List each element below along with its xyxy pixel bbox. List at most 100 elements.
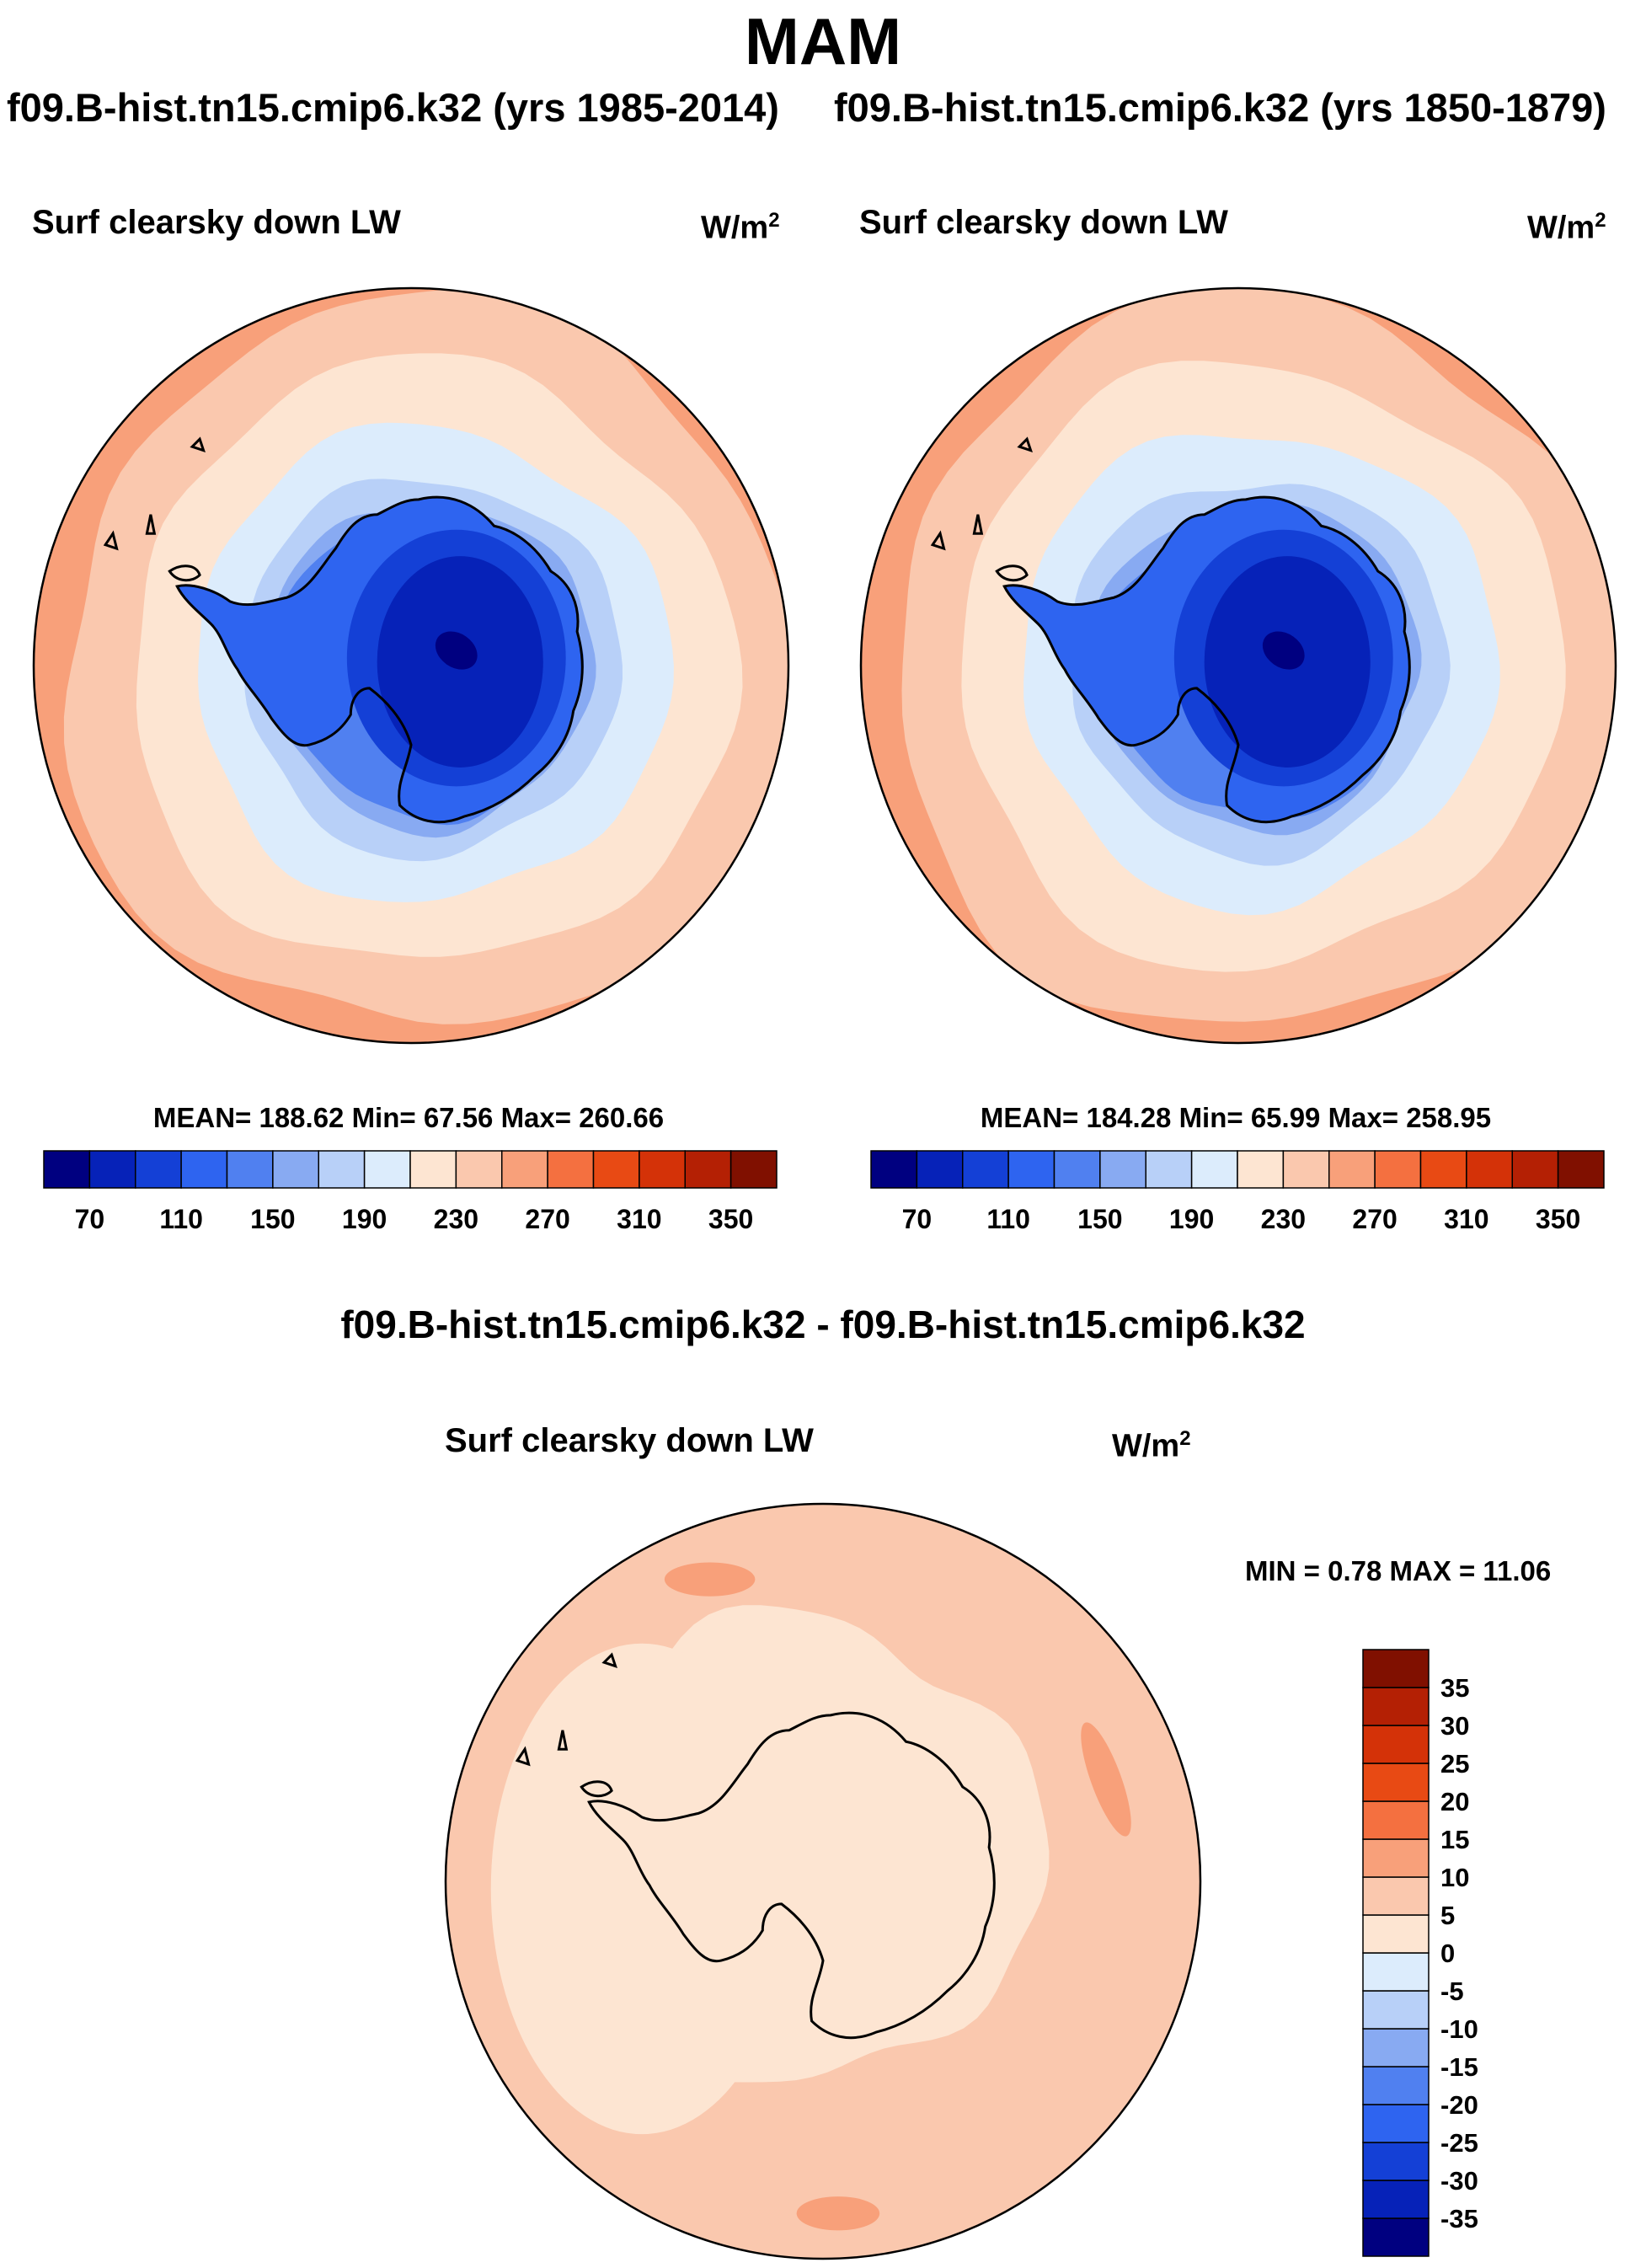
colorbar-panel-1: 70 110 150 190 230 270 310 350 — [43, 1150, 778, 1234]
colorbar-swatch — [1362, 1687, 1430, 1726]
field-minimum — [435, 631, 478, 670]
colorbar-tick-label: -5 — [1440, 1976, 1464, 2006]
colorbar-swatch — [1362, 1914, 1430, 1954]
colorbar-swatch — [1237, 1150, 1285, 1189]
colorbar-swatch — [1007, 1150, 1055, 1189]
antarctica — [933, 439, 1409, 821]
colorbar-swatch — [1362, 1952, 1430, 1992]
panel3-units: W/m2 — [1112, 1427, 1191, 1464]
colorbar-tick-label: 190 — [342, 1204, 387, 1234]
panel2-units: W/m2 — [1527, 209, 1606, 246]
polar-map-panel-3 — [444, 1502, 1202, 2260]
colorbar-tick-label: 25 — [1440, 1749, 1469, 1779]
colorbar-swatch — [501, 1150, 548, 1189]
colorbar-swatch — [1328, 1150, 1376, 1189]
colorbar-tick-label: 0 — [1440, 1939, 1455, 1968]
colorbar-swatch — [1362, 1763, 1430, 1802]
panel3-stats: MIN = 0.78 MAX = 11.06 — [1245, 1555, 1552, 1586]
colorbar-tick-label: 230 — [1261, 1204, 1306, 1234]
colorbar-swatch — [1362, 2028, 1430, 2067]
field-max-patch-south — [796, 2196, 880, 2231]
colorbar-swatch — [962, 1150, 1009, 1189]
colorbar-swatch — [1362, 2104, 1430, 2143]
colorbar-swatch — [1374, 1150, 1422, 1189]
field-band-5-west — [490, 1643, 794, 2135]
colorbar-tick-label: 230 — [434, 1204, 478, 1234]
colorbar-swatch — [272, 1150, 319, 1189]
colorbar-tick-label: 5 — [1440, 1901, 1455, 1930]
colorbar-swatch — [1362, 1725, 1430, 1764]
colorbar-tick-label: 15 — [1440, 1825, 1469, 1854]
panel2-variable-title: Surf clearsky down LW — [859, 204, 1228, 241]
colorbar-tick-label: 150 — [250, 1204, 295, 1234]
colorbar-swatch — [870, 1150, 918, 1189]
colorbar-swatch — [1362, 1649, 1430, 1688]
colorbar-swatch — [916, 1150, 964, 1189]
colorbar-swatch — [1511, 1150, 1559, 1189]
antarctica — [105, 439, 582, 821]
colorbar-swatch — [1099, 1150, 1146, 1189]
colorbar-swatch — [180, 1150, 228, 1189]
panel1-stats: MEAN= 188.62 Min= 67.56 Max= 260.66 — [152, 1102, 665, 1133]
panel2-stats: MEAN= 184.28 Min= 65.99 Max= 258.95 — [980, 1102, 1492, 1133]
colorbar-swatch — [684, 1150, 732, 1189]
colorbar-swatch — [639, 1150, 686, 1189]
colorbar-tick-label: 70 — [75, 1204, 105, 1234]
colorbar-swatch — [1557, 1150, 1605, 1189]
colorbar-swatch — [363, 1150, 411, 1189]
field-max-patch-east — [1081, 1722, 1131, 1837]
colorbar-tick-label: 310 — [1444, 1204, 1488, 1234]
colorbar-panel-3: -35 -30 -25 -20 -15 -10 -5 0 5 10 15 20 25 30 35 — [1362, 1649, 1478, 2257]
colorbar-tick-label: 270 — [1352, 1204, 1397, 1234]
colorbar-tick-label: 150 — [1077, 1204, 1122, 1234]
colorbar-tick-label: -25 — [1440, 2128, 1478, 2158]
colorbar-swatch — [1362, 2142, 1430, 2181]
colorbar-swatch — [1466, 1150, 1513, 1189]
polar-map-panel-1 — [32, 286, 790, 1045]
colorbar-swatch — [1282, 1150, 1330, 1189]
colorbar-swatch — [547, 1150, 595, 1189]
map-boundary-circle — [32, 286, 790, 1045]
field-max-patch-north — [664, 1562, 756, 1597]
colorbar-swatch — [1362, 1876, 1430, 1916]
map-boundary-circle — [859, 286, 1617, 1045]
colorbar-swatch — [318, 1150, 366, 1189]
colorbar-tick-label: 270 — [525, 1204, 569, 1234]
difference-title: f09.B-hist.tn15.cmip6.k32 - f09.B-hist.t… — [340, 1302, 1306, 1346]
panel1-units: W/m2 — [701, 209, 780, 246]
colorbar-tick-label: -10 — [1440, 2014, 1478, 2044]
panel1-variable-title: Surf clearsky down LW — [32, 204, 401, 241]
case-label-left: f09.B-hist.tn15.cmip6.k32 (yrs 1985-2014… — [7, 85, 779, 130]
colorbar-swatch — [1362, 1800, 1430, 1840]
colorbar-panel-2: 70 110 150 190 230 270 310 350 — [870, 1150, 1605, 1234]
colorbar-tick-label: 110 — [159, 1204, 203, 1234]
polar-map-panel-2 — [859, 286, 1617, 1045]
colorbar-swatch — [88, 1150, 136, 1189]
colorbar-tick-label: 110 — [986, 1204, 1030, 1234]
panel3-variable-title: Surf clearsky down LW — [445, 1422, 814, 1459]
colorbar-swatch — [135, 1150, 182, 1189]
field-minimum — [1262, 631, 1305, 670]
colorbar-tick-label: 350 — [1536, 1204, 1580, 1234]
colorbar-tick-label: -15 — [1440, 2052, 1478, 2082]
figure-title: MAM — [744, 4, 902, 78]
colorbar-swatch — [1419, 1150, 1467, 1189]
colorbar-tick-label: 35 — [1440, 1673, 1469, 1703]
colorbar-swatch — [1190, 1150, 1238, 1189]
colorbar-tick-label: -35 — [1440, 2204, 1478, 2233]
colorbar-tick-label: 350 — [708, 1204, 753, 1234]
colorbar-swatch — [1362, 2180, 1430, 2219]
colorbar-swatch — [43, 1150, 91, 1189]
colorbar-swatch — [1362, 1990, 1430, 2030]
colorbar-tick-label: -30 — [1440, 2166, 1478, 2196]
colorbar-swatch — [226, 1150, 274, 1189]
colorbar-tick-label: -20 — [1440, 2090, 1478, 2120]
case-label-right: f09.B-hist.tn15.cmip6.k32 (yrs 1850-1879… — [834, 85, 1606, 130]
map-boundary-circle — [444, 1502, 1202, 2260]
colorbar-swatch — [1362, 2066, 1430, 2105]
colorbar-swatch — [1145, 1150, 1193, 1189]
colorbar-swatch — [592, 1150, 640, 1189]
colorbar-tick-label: 70 — [902, 1204, 933, 1234]
colorbar-tick-label: 190 — [1169, 1204, 1214, 1234]
